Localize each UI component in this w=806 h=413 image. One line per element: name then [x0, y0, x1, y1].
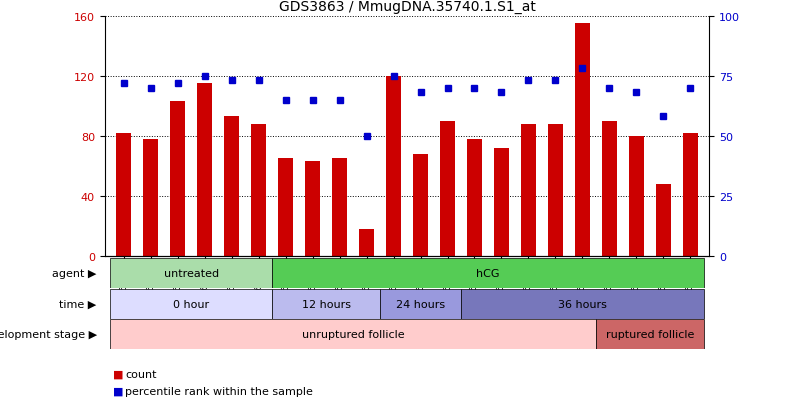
- Bar: [461, 289, 704, 319]
- Bar: [272, 259, 704, 288]
- Text: ruptured follicle: ruptured follicle: [606, 330, 694, 339]
- Bar: [656, 184, 671, 256]
- Bar: [110, 259, 272, 288]
- Text: time ▶: time ▶: [60, 299, 97, 309]
- Bar: [575, 24, 590, 256]
- Bar: [386, 76, 401, 256]
- Title: GDS3863 / MmugDNA.35740.1.S1_at: GDS3863 / MmugDNA.35740.1.S1_at: [279, 0, 535, 14]
- Bar: [521, 124, 536, 256]
- Bar: [683, 133, 698, 256]
- Text: unruptured follicle: unruptured follicle: [301, 330, 405, 339]
- Bar: [197, 84, 212, 256]
- Text: hCG: hCG: [476, 268, 500, 278]
- Text: 24 hours: 24 hours: [396, 299, 445, 309]
- Bar: [272, 289, 380, 319]
- Bar: [359, 229, 374, 256]
- Bar: [413, 154, 428, 256]
- Bar: [440, 121, 455, 256]
- Text: percentile rank within the sample: percentile rank within the sample: [125, 386, 313, 396]
- Bar: [548, 124, 563, 256]
- Text: agent ▶: agent ▶: [52, 268, 97, 278]
- Bar: [467, 139, 482, 256]
- Bar: [629, 136, 644, 256]
- Bar: [494, 148, 509, 256]
- Text: count: count: [125, 369, 156, 379]
- Bar: [170, 102, 185, 256]
- Text: ■: ■: [113, 386, 123, 396]
- Bar: [110, 289, 272, 319]
- Bar: [251, 124, 266, 256]
- Text: ■: ■: [113, 369, 123, 379]
- Text: 36 hours: 36 hours: [558, 299, 607, 309]
- Text: 12 hours: 12 hours: [301, 299, 351, 309]
- Bar: [278, 159, 293, 256]
- Text: 0 hour: 0 hour: [173, 299, 210, 309]
- Text: development stage ▶: development stage ▶: [0, 330, 97, 339]
- Bar: [224, 117, 239, 256]
- Bar: [602, 121, 617, 256]
- Bar: [380, 289, 461, 319]
- Bar: [332, 159, 347, 256]
- Text: untreated: untreated: [164, 268, 218, 278]
- Bar: [596, 320, 704, 349]
- Bar: [305, 162, 320, 256]
- Bar: [143, 139, 158, 256]
- Bar: [110, 320, 596, 349]
- Bar: [116, 133, 131, 256]
